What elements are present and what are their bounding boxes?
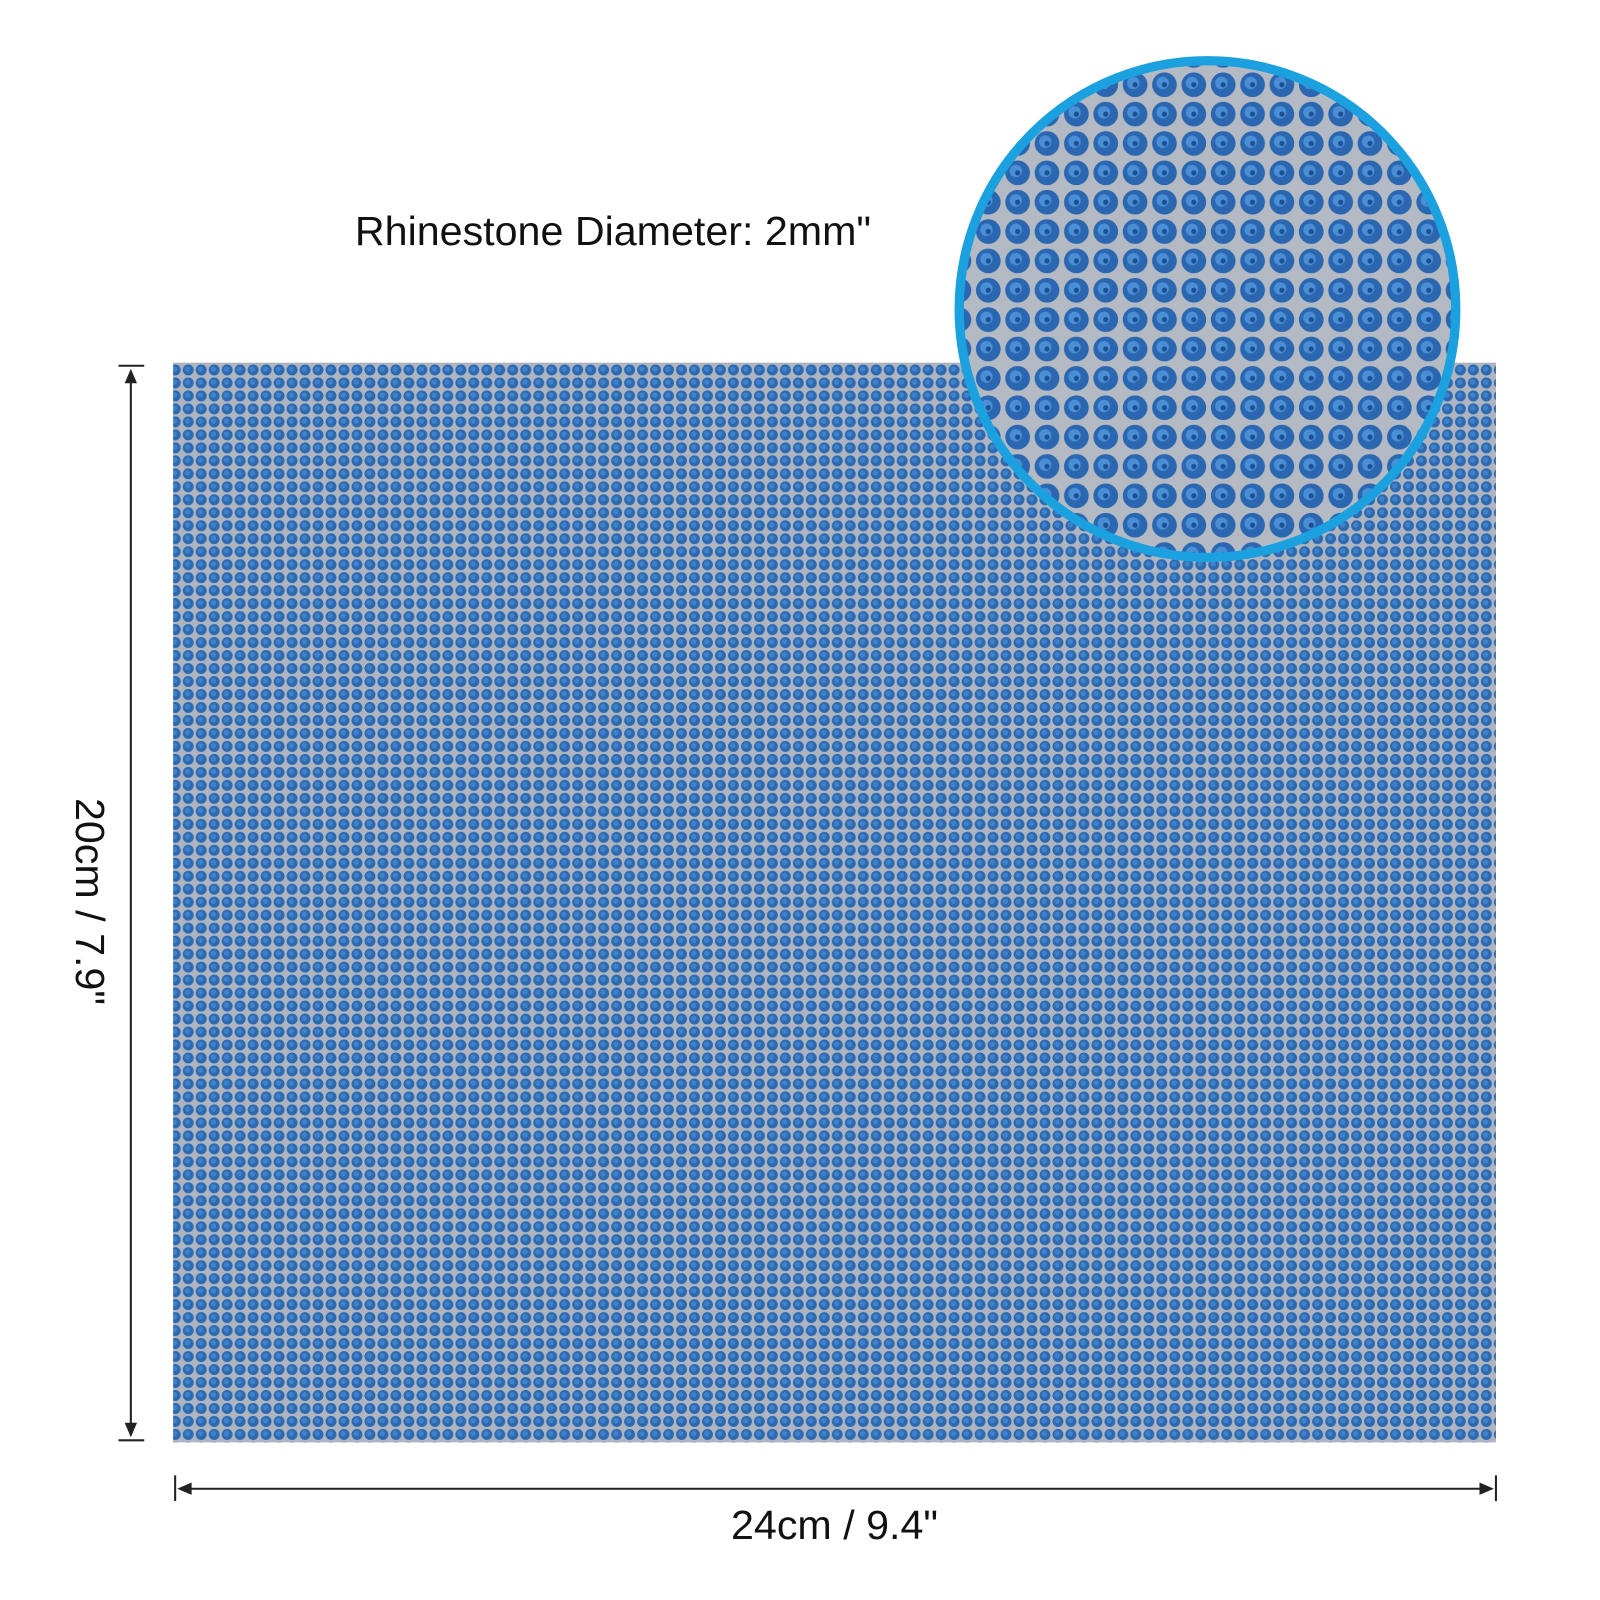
arrow-head: [1479, 1482, 1494, 1495]
magnifier: [954, 56, 1461, 563]
width-label: 24cm / 9.4": [731, 1502, 938, 1548]
lens-detail: [962, 63, 1453, 555]
height-dimension: [118, 364, 145, 1442]
height-label: 20cm / 7.9": [67, 798, 113, 1005]
diameter-label: Rhinestone Diameter: 2mm": [355, 208, 871, 254]
arrow-head: [124, 1422, 138, 1438]
lens-ring: [954, 56, 1461, 563]
arrow-head: [177, 1482, 192, 1495]
arrow-head: [124, 368, 138, 384]
width-dimension: [174, 1475, 1497, 1502]
